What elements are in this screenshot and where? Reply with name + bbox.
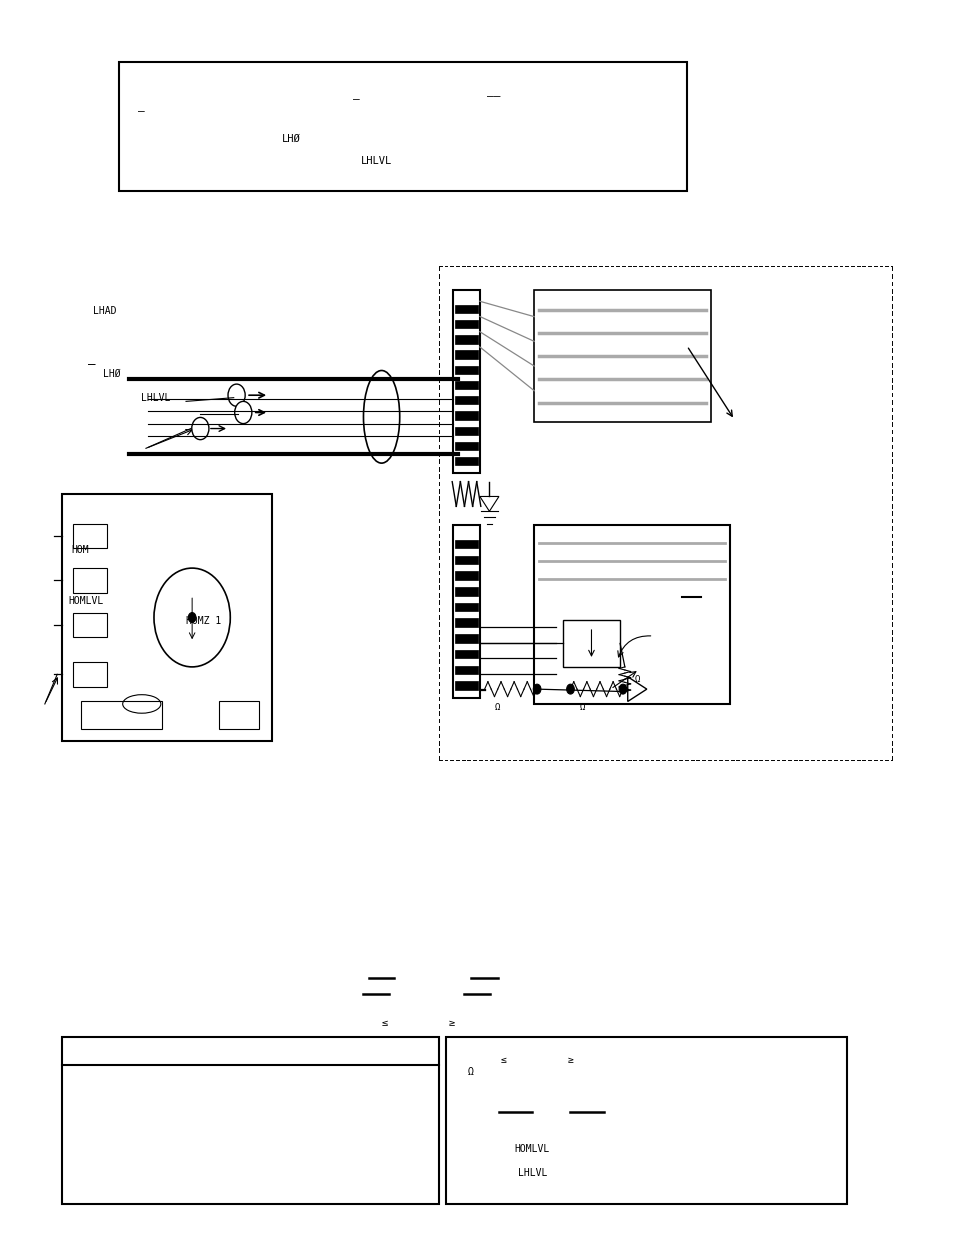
Bar: [73, 662, 107, 687]
Bar: [62, 494, 272, 741]
Text: HOM: HOM: [71, 545, 89, 555]
Text: LHLVL: LHLVL: [141, 393, 171, 403]
Ellipse shape: [123, 694, 161, 714]
Circle shape: [618, 684, 626, 694]
Circle shape: [153, 568, 230, 667]
Ellipse shape: [363, 370, 399, 463]
Bar: [455, 587, 477, 595]
Bar: [455, 556, 477, 564]
Text: Ω: Ω: [634, 674, 639, 684]
Circle shape: [566, 684, 574, 694]
Circle shape: [192, 417, 209, 440]
Bar: [455, 442, 477, 451]
Bar: [455, 396, 477, 405]
Bar: [455, 650, 477, 658]
Bar: [455, 572, 477, 580]
Bar: [455, 634, 477, 642]
Text: ≥: ≥: [449, 1018, 455, 1028]
Text: ≥: ≥: [567, 1055, 573, 1065]
Text: Ω: Ω: [579, 703, 585, 713]
Bar: [455, 411, 477, 420]
Text: LHAD: LHAD: [92, 306, 116, 316]
Text: ≤: ≤: [381, 1018, 387, 1028]
Bar: [455, 320, 477, 329]
Bar: [453, 525, 479, 698]
Bar: [455, 366, 477, 374]
Bar: [455, 666, 477, 674]
Circle shape: [228, 384, 245, 406]
Circle shape: [188, 613, 195, 622]
Text: —: —: [353, 94, 359, 104]
Text: LHØ: LHØ: [103, 369, 120, 379]
Bar: [453, 290, 479, 473]
Bar: [455, 603, 477, 611]
Bar: [219, 701, 259, 729]
Bar: [534, 290, 710, 422]
Text: HOMLVL: HOMLVL: [515, 1144, 549, 1153]
Bar: [73, 568, 107, 593]
Text: —: —: [138, 106, 145, 116]
Circle shape: [533, 684, 540, 694]
Text: —: —: [88, 358, 95, 370]
Text: ——: ——: [486, 91, 499, 101]
Bar: [455, 457, 477, 466]
Bar: [455, 682, 477, 690]
Text: HOMZ 1: HOMZ 1: [186, 616, 221, 626]
Bar: [119, 62, 686, 191]
Bar: [73, 524, 107, 548]
Text: LHLVL: LHLVL: [360, 156, 392, 165]
Bar: [455, 540, 477, 548]
Bar: [562, 620, 619, 667]
Bar: [455, 426, 477, 435]
Text: Ω: Ω: [467, 1067, 473, 1077]
Text: LHLVL: LHLVL: [517, 1168, 546, 1178]
Bar: [455, 305, 477, 314]
Bar: [446, 1037, 846, 1204]
Bar: [81, 701, 162, 729]
Bar: [62, 1037, 438, 1204]
Bar: [534, 525, 729, 704]
Bar: [455, 335, 477, 343]
Text: ≤: ≤: [500, 1055, 506, 1065]
Text: LHØ: LHØ: [281, 133, 300, 143]
Bar: [455, 351, 477, 358]
Bar: [455, 619, 477, 627]
Bar: [73, 613, 107, 637]
Bar: [455, 380, 477, 389]
Text: HOMLVL: HOMLVL: [69, 597, 104, 606]
Text: Ω: Ω: [494, 703, 499, 713]
Circle shape: [234, 401, 252, 424]
